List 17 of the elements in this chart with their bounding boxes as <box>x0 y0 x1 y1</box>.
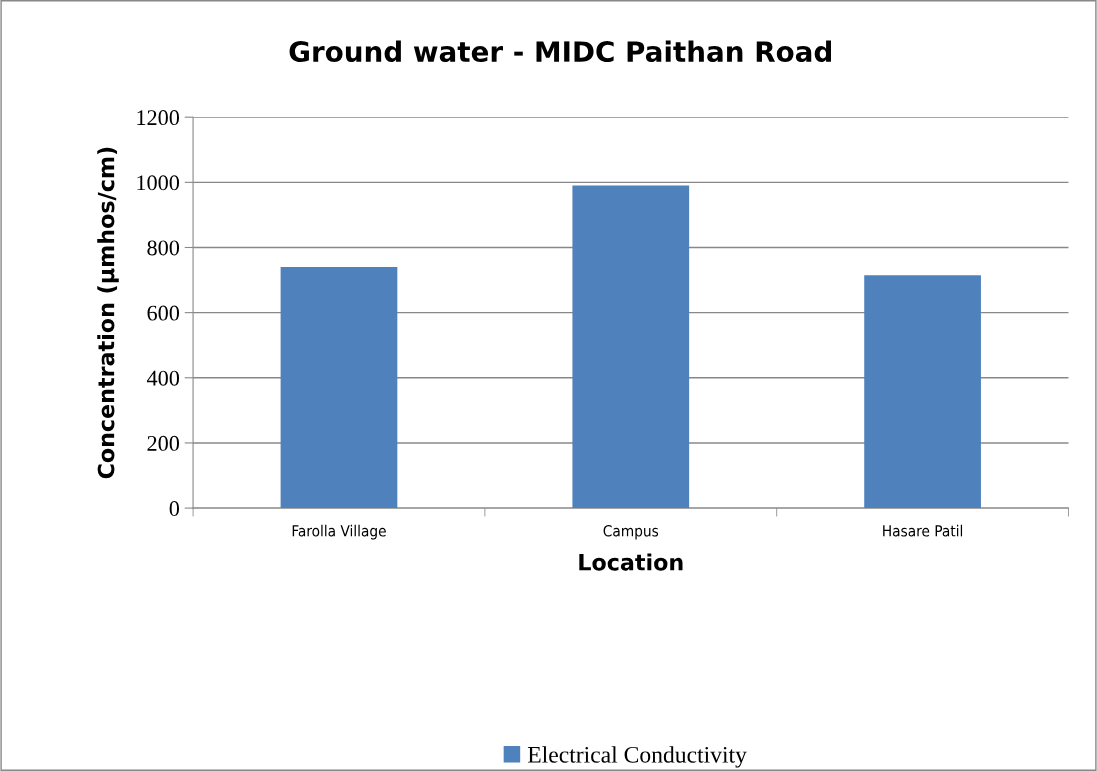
x-tick-label: Farolla Village <box>292 524 386 540</box>
x-axis-title: Location <box>579 553 683 571</box>
bar <box>280 267 398 509</box>
chart-title: Ground water - MIDC Paithan Road <box>289 40 831 63</box>
y-tick-label: 1000 <box>137 175 180 191</box>
x-tick-label: Campus <box>603 525 659 540</box>
y-tick-label: 200 <box>147 435 180 451</box>
y-tick-label: 800 <box>147 240 180 256</box>
x-tick-label: Hasare Patil <box>883 524 963 537</box>
y-tick-label: 600 <box>147 305 180 321</box>
legend-label: Electrical Conductivity <box>527 746 747 768</box>
y-tick-label: 400 <box>146 370 180 386</box>
y-tick-label: 0 <box>169 501 180 517</box>
bar <box>572 185 690 509</box>
bar <box>864 275 981 509</box>
y-tick-label: 1200 <box>137 110 180 126</box>
y-axis-title: Concentration (µmhos/cm) <box>97 147 119 479</box>
